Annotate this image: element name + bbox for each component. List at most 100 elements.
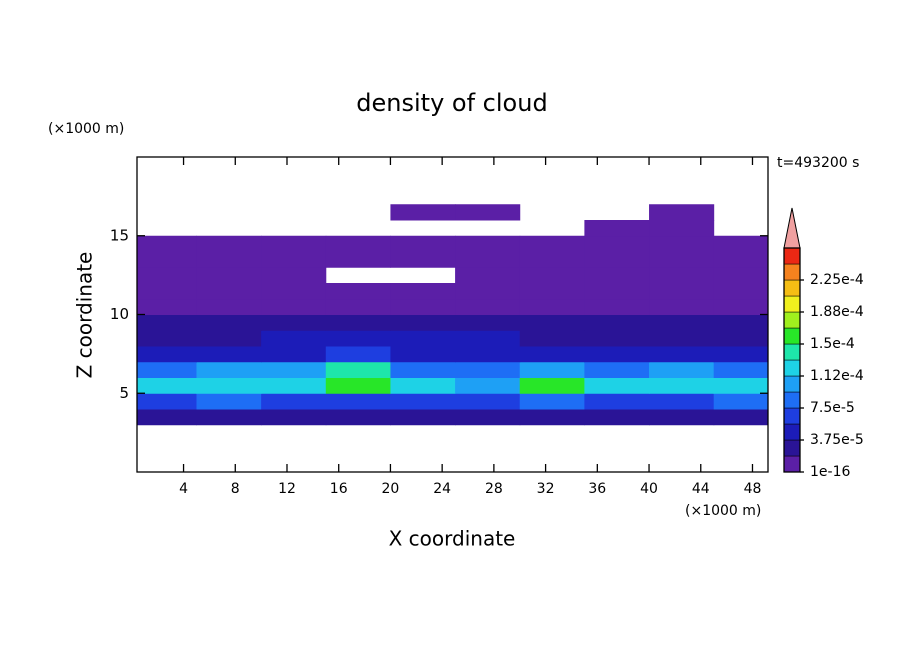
heatmap-cell <box>137 377 197 394</box>
x-tick-label: 16 <box>330 481 348 497</box>
heatmap-cell <box>390 235 456 252</box>
heatmap-cell <box>137 393 197 410</box>
heatmap-cell <box>455 346 521 363</box>
heatmap-cell <box>196 377 262 394</box>
heatmap-cell <box>261 235 327 252</box>
heatmap-cell <box>649 361 715 378</box>
heatmap-cell <box>455 267 521 284</box>
heatmap-cell <box>519 267 585 284</box>
heatmap-cell <box>584 267 650 284</box>
heatmap-cell <box>649 409 715 426</box>
heatmap-cell <box>649 267 715 284</box>
heatmap-cell <box>325 409 391 426</box>
colorbar-box <box>783 375 801 393</box>
heatmap-cell <box>584 220 650 237</box>
x-tick-label: 20 <box>382 481 400 497</box>
heatmap-cell <box>137 346 197 363</box>
heatmap-cell <box>137 235 197 252</box>
colorbar-tick-label: 1e-16 <box>810 464 850 480</box>
heatmap-cell <box>713 330 769 347</box>
heatmap-cell <box>713 235 769 252</box>
x-tick-label: 36 <box>588 481 606 497</box>
heatmap-cell <box>649 204 715 221</box>
heatmap-cell <box>390 298 456 315</box>
x-tick-label: 8 <box>231 481 240 497</box>
colorbar-box <box>783 327 801 345</box>
heatmap-cell <box>584 393 650 410</box>
time-annotation: t=493200 s <box>777 155 859 171</box>
heatmap-cell <box>713 409 769 426</box>
heatmap-cell <box>455 283 521 300</box>
heatmap-cell <box>325 235 391 252</box>
colorbar-box <box>783 391 801 409</box>
heatmap-cell <box>455 330 521 347</box>
heatmap-cell <box>196 298 262 315</box>
colorbar-tick-label: 7.5e-5 <box>810 400 855 416</box>
heatmap-cell <box>196 267 262 284</box>
chart-title: density of cloud <box>356 89 547 117</box>
heatmap-cell <box>519 283 585 300</box>
colorbar-box <box>783 295 801 313</box>
colorbar-box <box>783 439 801 457</box>
colorbar-box <box>783 407 801 425</box>
heatmap-cell <box>196 330 262 347</box>
heatmap-cell <box>649 220 715 237</box>
heatmap-cell <box>649 298 715 315</box>
heatmap-cell <box>261 251 327 268</box>
heatmap-cell <box>196 361 262 378</box>
x-tick-label: 28 <box>485 481 503 497</box>
heatmap-cell <box>584 377 650 394</box>
heatmap-cell <box>390 330 456 347</box>
y-tick-label: 5 <box>119 384 129 402</box>
heatmap-cell <box>713 298 769 315</box>
heatmap-cell <box>325 377 391 394</box>
heatmap-cell <box>649 377 715 394</box>
heatmap-cell <box>455 393 521 410</box>
heatmap-cell <box>325 251 391 268</box>
heatmap-cell <box>649 251 715 268</box>
heatmap-cell <box>584 409 650 426</box>
colorbar-box <box>783 263 801 281</box>
heatmap-cell <box>713 283 769 300</box>
heatmap-cell <box>137 361 197 378</box>
colorbar-box <box>783 311 801 329</box>
heatmap-cell <box>584 298 650 315</box>
heatmap-cell <box>713 251 769 268</box>
heatmap-cell <box>455 361 521 378</box>
heatmap-cell <box>390 204 456 221</box>
x-axis-label: X coordinate <box>389 527 516 551</box>
colorbar-box <box>783 423 801 441</box>
colorbar-box <box>783 455 801 473</box>
heatmap-cell <box>649 346 715 363</box>
heatmap-cell <box>390 361 456 378</box>
y-tick-label: 10 <box>110 305 129 323</box>
heatmap-cell <box>455 409 521 426</box>
heatmap-cell <box>519 235 585 252</box>
heatmap-cell <box>519 298 585 315</box>
heatmap-cell <box>519 361 585 378</box>
x-tick-label: 12 <box>278 481 296 497</box>
heatmap-cell <box>390 283 456 300</box>
heatmap-cell <box>137 330 197 347</box>
x-tick-label: 24 <box>433 481 451 497</box>
heatmap-cell <box>455 251 521 268</box>
colorbar-tick-label: 1.12e-4 <box>810 368 864 384</box>
x-tick-label: 32 <box>537 481 555 497</box>
heatmap-cell <box>519 409 585 426</box>
heatmap-cell <box>649 330 715 347</box>
heatmap-cell <box>455 377 521 394</box>
x-tick-label: 48 <box>744 481 762 497</box>
heatmap-cell <box>390 314 456 331</box>
heatmap-cell <box>584 330 650 347</box>
heatmap-cell <box>137 314 197 331</box>
heatmap-cell <box>325 298 391 315</box>
heatmap-cell <box>713 393 769 410</box>
heatmap-cell <box>519 393 585 410</box>
x-tick-label: 40 <box>640 481 658 497</box>
heatmap-cell <box>137 267 197 284</box>
heatmap-cell <box>519 314 585 331</box>
heatmap-cell <box>261 267 327 284</box>
colorbar-tick-label: 1.5e-4 <box>810 336 855 352</box>
heatmap-cell <box>196 314 262 331</box>
